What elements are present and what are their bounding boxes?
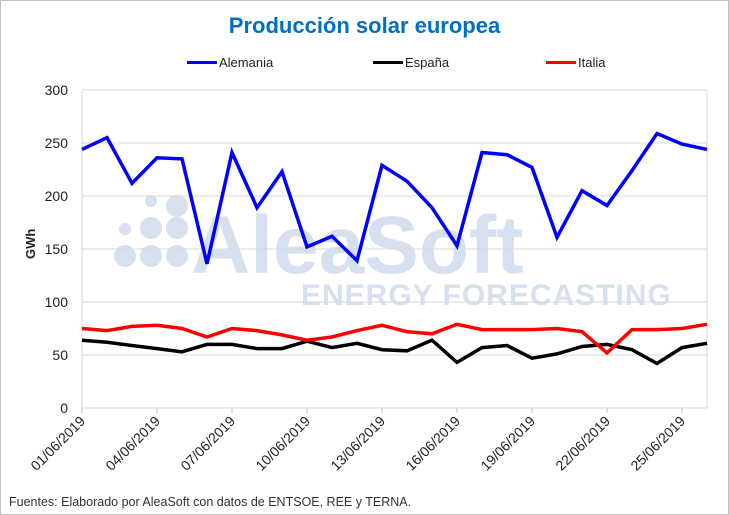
x-tick-label: 01/06/2019 bbox=[27, 413, 88, 474]
watermark-dot bbox=[166, 245, 188, 267]
series-line-alemania bbox=[81, 131, 708, 265]
x-tick-label: 04/06/2019 bbox=[102, 413, 163, 474]
legend-label: Italia bbox=[578, 55, 606, 70]
x-tick-label: 13/06/2019 bbox=[327, 413, 388, 474]
y-tick-label: 50 bbox=[52, 347, 68, 363]
x-tick-label: 10/06/2019 bbox=[252, 413, 313, 474]
series-line-italia bbox=[81, 322, 708, 356]
watermark-dot bbox=[140, 217, 162, 239]
legend-label: España bbox=[405, 55, 450, 70]
legend-label: Alemania bbox=[219, 55, 274, 70]
legend-swatch bbox=[187, 61, 217, 64]
watermark-tagline: ENERGY FORECASTING bbox=[301, 279, 672, 312]
watermark-dot bbox=[166, 195, 188, 217]
legend-swatch bbox=[546, 61, 576, 64]
x-tick-label: 25/06/2019 bbox=[627, 413, 688, 474]
y-tick-label: 150 bbox=[45, 241, 69, 257]
chart-title: Producción solar europea bbox=[228, 13, 501, 38]
y-tick-label: 100 bbox=[45, 294, 69, 310]
watermark-dot bbox=[114, 245, 136, 267]
y-tick-label: 200 bbox=[45, 188, 69, 204]
legend-swatch bbox=[373, 61, 403, 64]
x-tick-label: 22/06/2019 bbox=[552, 413, 613, 474]
x-tick-label: 16/06/2019 bbox=[402, 413, 463, 474]
source-note: Fuentes: Elaborado por AleaSoft con dato… bbox=[9, 495, 412, 509]
series-line-españa bbox=[81, 338, 708, 366]
watermark-brand: AleaSoft bbox=[191, 200, 524, 291]
y-axis-label: GWh bbox=[23, 228, 38, 259]
legend-item-italia: Italia bbox=[546, 55, 605, 70]
x-tick-label: 07/06/2019 bbox=[177, 413, 238, 474]
watermark-dot bbox=[166, 217, 188, 239]
watermark-dot bbox=[119, 223, 131, 235]
legend-item-alemania: Alemania bbox=[187, 55, 273, 70]
y-tick-label: 250 bbox=[45, 135, 69, 151]
legend-item-espana: España bbox=[373, 55, 449, 70]
y-tick-label: 300 bbox=[45, 82, 69, 98]
watermark-dot bbox=[140, 245, 162, 267]
y-tick-label: 0 bbox=[60, 400, 68, 416]
x-tick-label: 19/06/2019 bbox=[477, 413, 538, 474]
watermark-dot bbox=[145, 195, 157, 207]
